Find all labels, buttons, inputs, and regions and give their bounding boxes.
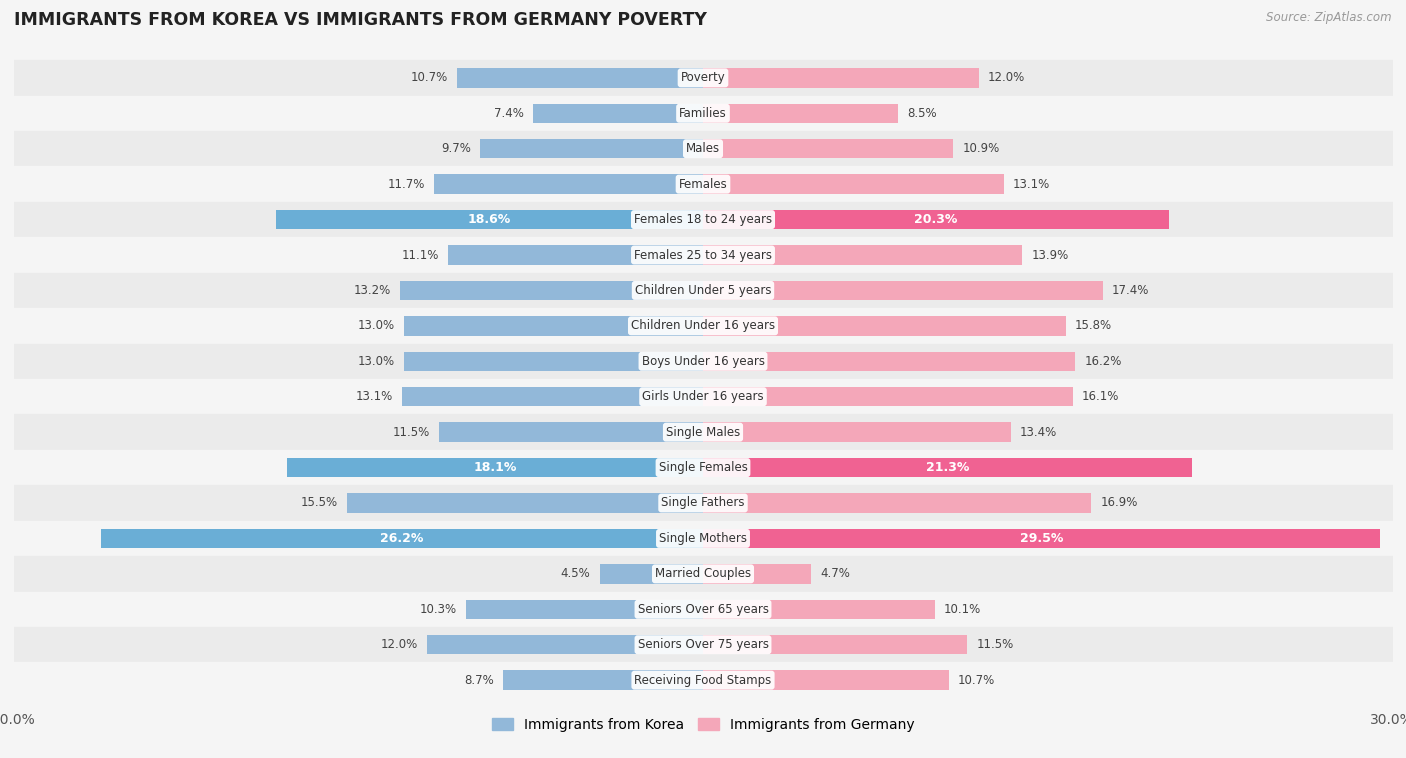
Bar: [703, 564, 811, 584]
Text: Males: Males: [686, 143, 720, 155]
Text: 10.7%: 10.7%: [957, 674, 995, 687]
Text: 13.0%: 13.0%: [359, 319, 395, 332]
Text: Females 25 to 34 years: Females 25 to 34 years: [634, 249, 772, 262]
Bar: [402, 387, 703, 406]
Bar: [703, 422, 1011, 442]
Text: 11.1%: 11.1%: [402, 249, 439, 262]
Text: Seniors Over 65 years: Seniors Over 65 years: [637, 603, 769, 615]
Text: Females: Females: [679, 177, 727, 191]
Bar: [703, 174, 1004, 194]
Text: 11.7%: 11.7%: [388, 177, 425, 191]
Bar: [405, 316, 703, 336]
Bar: [434, 174, 703, 194]
Text: 4.7%: 4.7%: [820, 567, 851, 581]
Text: 18.6%: 18.6%: [468, 213, 510, 226]
Text: 17.4%: 17.4%: [1112, 284, 1149, 297]
Bar: [703, 670, 949, 690]
Text: Married Couples: Married Couples: [655, 567, 751, 581]
Text: 26.2%: 26.2%: [381, 532, 423, 545]
Bar: [276, 210, 703, 230]
Text: 29.5%: 29.5%: [1019, 532, 1063, 545]
Text: Receiving Food Stamps: Receiving Food Stamps: [634, 674, 772, 687]
Text: 12.0%: 12.0%: [988, 71, 1025, 84]
Bar: [449, 246, 703, 265]
Text: 7.4%: 7.4%: [494, 107, 524, 120]
Text: Families: Families: [679, 107, 727, 120]
Bar: [703, 352, 1076, 371]
Text: Source: ZipAtlas.com: Source: ZipAtlas.com: [1267, 11, 1392, 24]
Text: Single Males: Single Males: [666, 426, 740, 439]
Text: 20.3%: 20.3%: [914, 213, 957, 226]
Bar: [703, 493, 1091, 512]
Text: 13.1%: 13.1%: [356, 390, 392, 403]
Text: 12.0%: 12.0%: [381, 638, 418, 651]
Text: Children Under 16 years: Children Under 16 years: [631, 319, 775, 332]
Bar: [703, 528, 1381, 548]
Bar: [703, 387, 1073, 406]
Text: Single Mothers: Single Mothers: [659, 532, 747, 545]
Text: 13.4%: 13.4%: [1019, 426, 1057, 439]
Bar: [703, 210, 1170, 230]
Text: Boys Under 16 years: Boys Under 16 years: [641, 355, 765, 368]
Bar: [347, 493, 703, 512]
Text: 10.3%: 10.3%: [420, 603, 457, 615]
Text: 15.8%: 15.8%: [1076, 319, 1112, 332]
Bar: [703, 458, 1192, 478]
Bar: [427, 635, 703, 654]
Text: Single Females: Single Females: [658, 461, 748, 474]
Text: 13.1%: 13.1%: [1012, 177, 1050, 191]
Text: 21.3%: 21.3%: [927, 461, 969, 474]
Text: Poverty: Poverty: [681, 71, 725, 84]
Text: 8.7%: 8.7%: [464, 674, 494, 687]
Bar: [503, 670, 703, 690]
Bar: [703, 316, 1066, 336]
Text: 11.5%: 11.5%: [976, 638, 1014, 651]
Bar: [101, 528, 703, 548]
Bar: [467, 600, 703, 619]
Legend: Immigrants from Korea, Immigrants from Germany: Immigrants from Korea, Immigrants from G…: [486, 712, 920, 737]
Bar: [439, 422, 703, 442]
Text: Children Under 5 years: Children Under 5 years: [634, 284, 772, 297]
Text: 8.5%: 8.5%: [907, 107, 936, 120]
Bar: [405, 352, 703, 371]
Bar: [481, 139, 703, 158]
Text: 18.1%: 18.1%: [474, 461, 517, 474]
Text: 15.5%: 15.5%: [301, 496, 337, 509]
Bar: [703, 139, 953, 158]
Bar: [287, 458, 703, 478]
Bar: [599, 564, 703, 584]
Bar: [703, 600, 935, 619]
Text: 16.1%: 16.1%: [1083, 390, 1119, 403]
Bar: [703, 635, 967, 654]
Bar: [703, 246, 1022, 265]
Text: Seniors Over 75 years: Seniors Over 75 years: [637, 638, 769, 651]
Bar: [533, 104, 703, 123]
Text: 9.7%: 9.7%: [441, 143, 471, 155]
Text: 13.2%: 13.2%: [353, 284, 391, 297]
Text: Single Fathers: Single Fathers: [661, 496, 745, 509]
Bar: [703, 104, 898, 123]
Text: Females 18 to 24 years: Females 18 to 24 years: [634, 213, 772, 226]
Text: 13.9%: 13.9%: [1032, 249, 1069, 262]
Bar: [703, 280, 1102, 300]
Text: 10.9%: 10.9%: [963, 143, 1000, 155]
Bar: [457, 68, 703, 88]
Text: IMMIGRANTS FROM KOREA VS IMMIGRANTS FROM GERMANY POVERTY: IMMIGRANTS FROM KOREA VS IMMIGRANTS FROM…: [14, 11, 707, 30]
Text: 13.0%: 13.0%: [359, 355, 395, 368]
Text: Girls Under 16 years: Girls Under 16 years: [643, 390, 763, 403]
Text: 4.5%: 4.5%: [561, 567, 591, 581]
Text: 16.9%: 16.9%: [1101, 496, 1137, 509]
Text: 11.5%: 11.5%: [392, 426, 430, 439]
Text: 16.2%: 16.2%: [1084, 355, 1122, 368]
Bar: [399, 280, 703, 300]
Text: 10.7%: 10.7%: [411, 71, 449, 84]
Text: 10.1%: 10.1%: [945, 603, 981, 615]
Bar: [703, 68, 979, 88]
